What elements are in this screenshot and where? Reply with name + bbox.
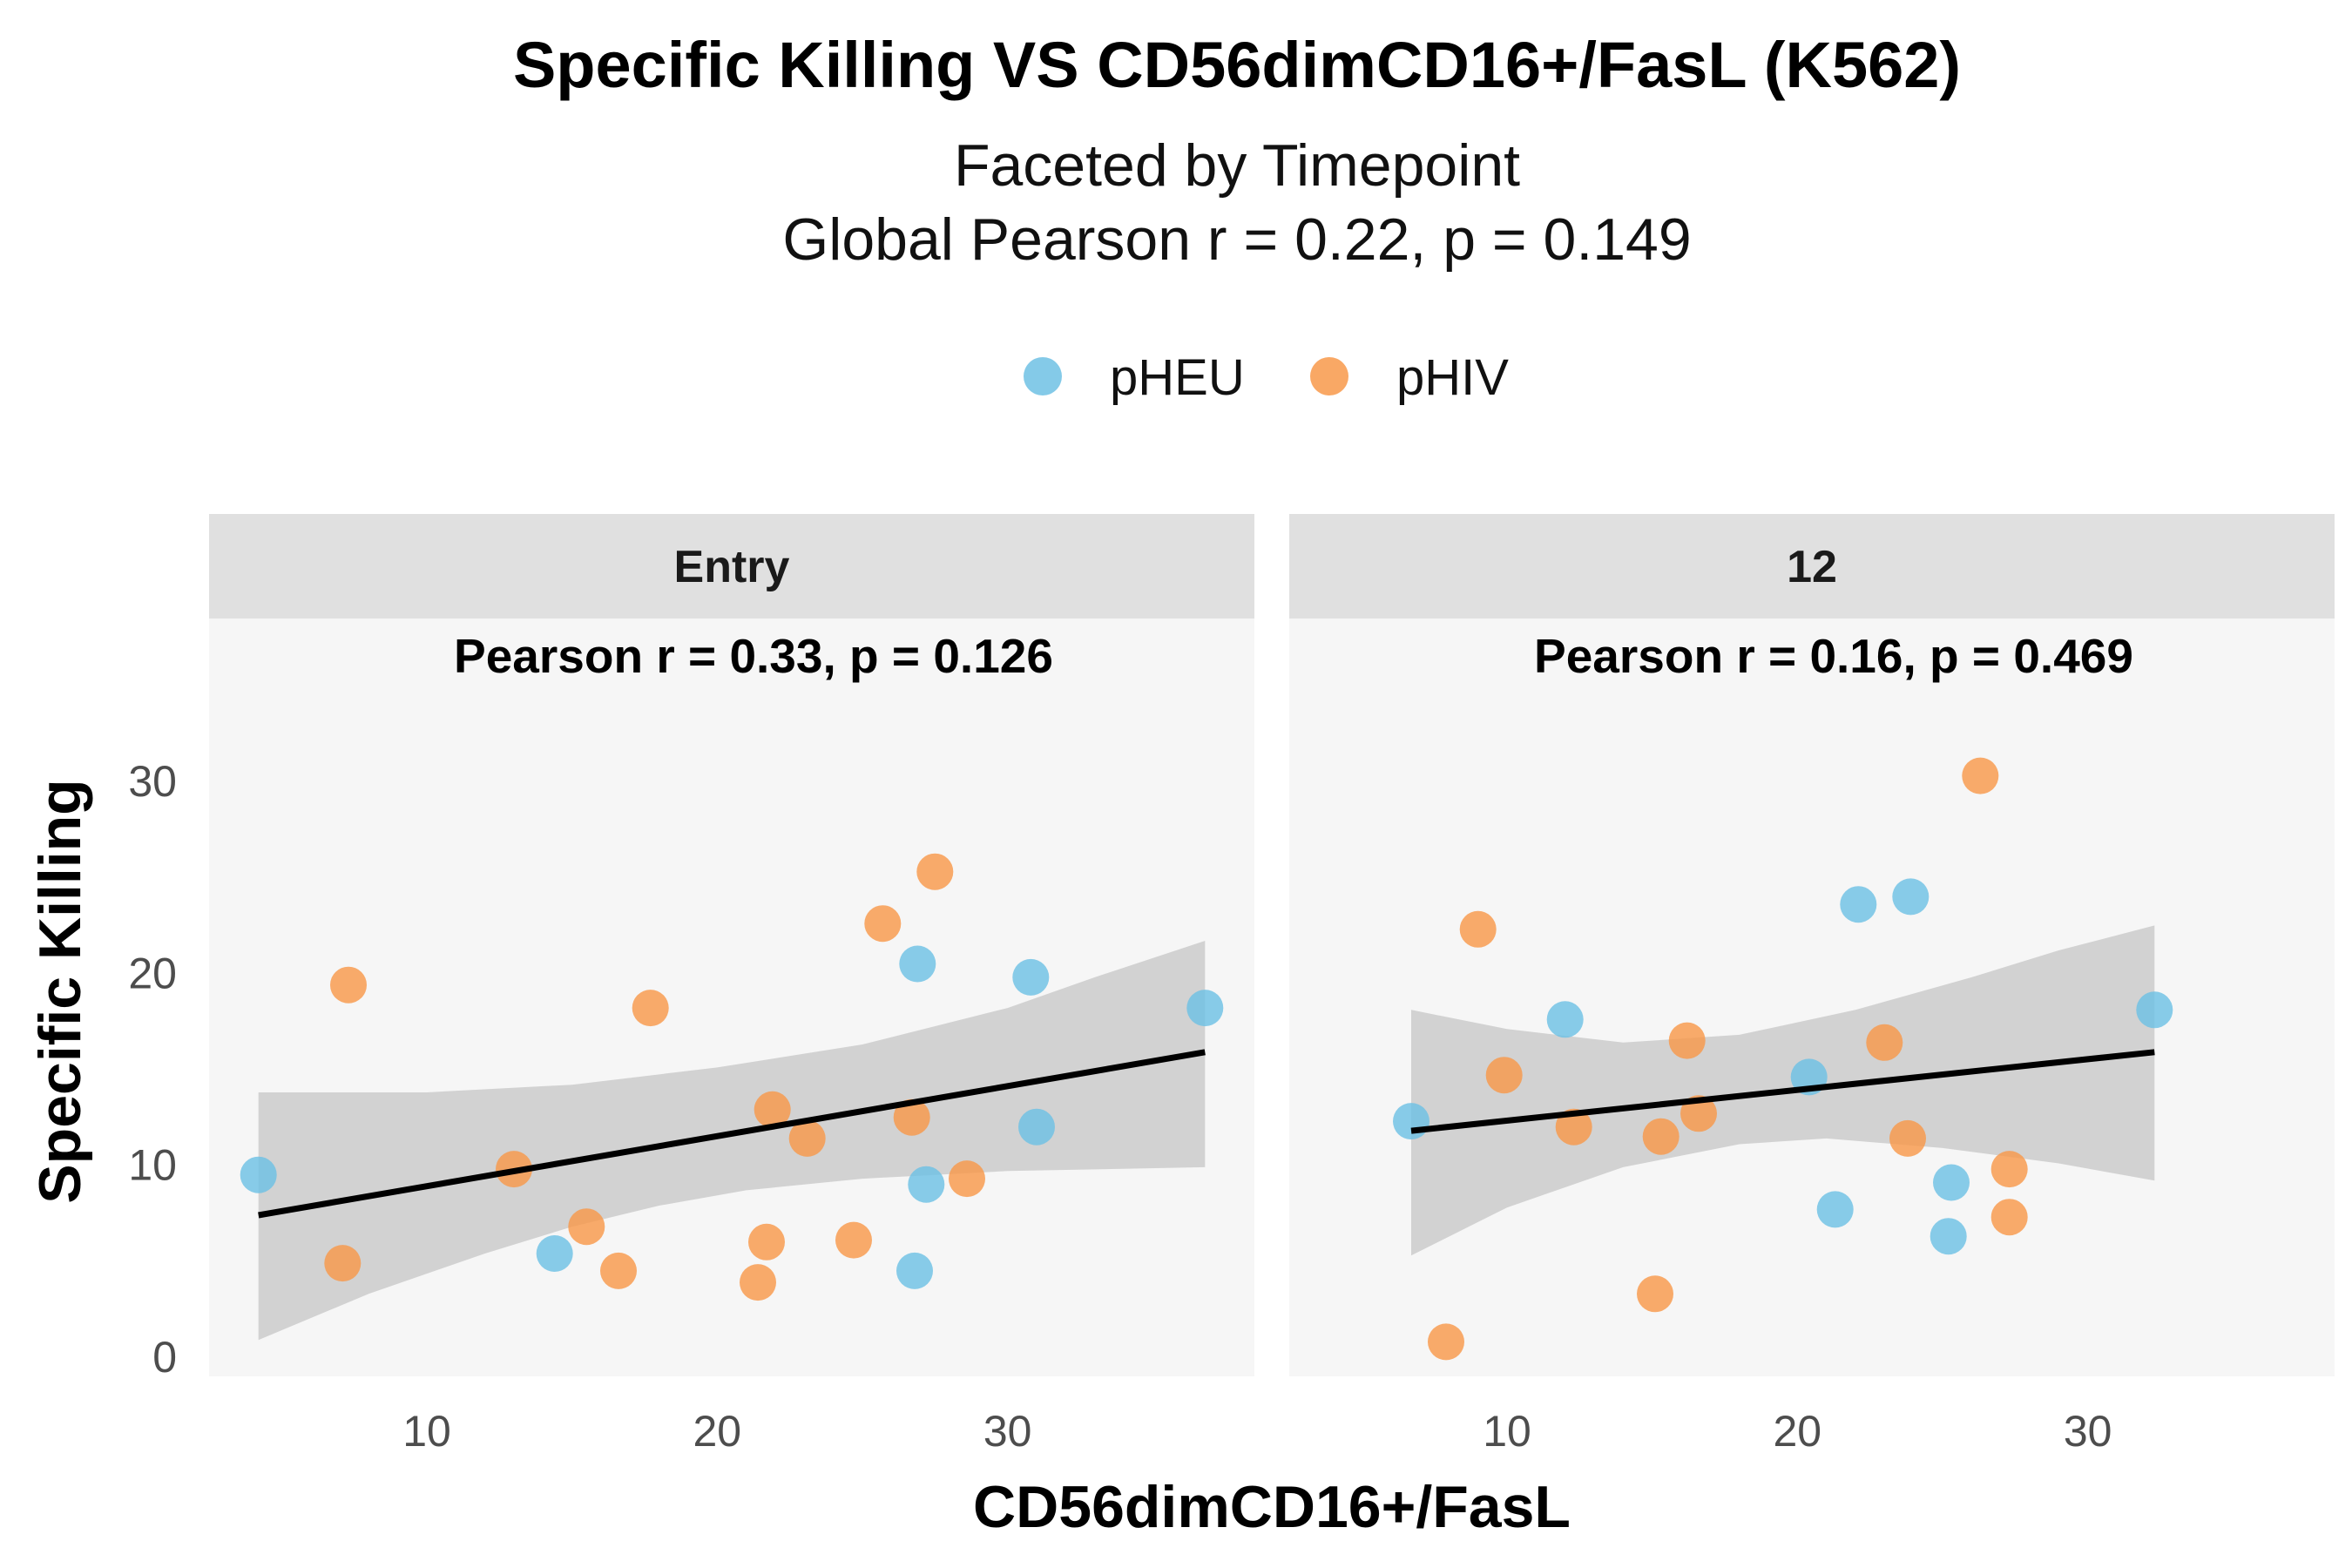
point-entry-phiv-19 — [864, 905, 902, 943]
x-tick-label-entry-30: 30 — [983, 1407, 1032, 1456]
point-entry-phiv-14 — [740, 1264, 776, 1301]
confidence-band-entry — [258, 941, 1206, 1341]
point-entry-pheu-7 — [1186, 990, 1224, 1027]
point-12-phiv-10 — [1459, 910, 1497, 948]
legend: pHEU pHIV — [1024, 349, 1509, 406]
x-tick-label-entry-20: 20 — [693, 1407, 741, 1456]
point-12-phiv-11 — [1485, 1057, 1523, 1094]
x-tick-label-12-30: 30 — [2064, 1407, 2112, 1456]
point-12-phiv-14 — [1642, 1118, 1680, 1155]
chart-subtitle-line-1: Faceted by Timepoint — [954, 132, 1520, 199]
x-axis-title: CD56dimCD16+/FasL — [973, 1474, 1571, 1540]
point-12-pheu-5 — [1892, 878, 1930, 916]
x-tick-label-12-20: 20 — [1773, 1407, 1821, 1456]
panel-plot-area-12 — [1393, 757, 2173, 1361]
point-12-pheu-1 — [1546, 1001, 1584, 1038]
point-entry-phiv-16 — [754, 1091, 791, 1128]
point-entry-phiv-12 — [600, 1252, 637, 1289]
point-entry-pheu-3 — [896, 1252, 933, 1289]
point-12-phiv-13 — [1637, 1275, 1673, 1313]
legend-swatch-phiv — [1310, 357, 1348, 395]
y-tick-label-30: 30 — [128, 757, 177, 806]
point-entry-phiv-20 — [893, 1098, 930, 1136]
facet-panel-12: 12 Pearson r = 0.16, p = 0.469 — [1289, 514, 2335, 1376]
facet-strip-label-12: 12 — [1787, 542, 1837, 592]
point-12-phiv-12 — [1555, 1108, 1592, 1146]
point-entry-pheu-1 — [536, 1235, 573, 1272]
point-entry-phiv-21 — [916, 853, 954, 890]
point-entry-pheu-4 — [908, 1166, 945, 1203]
point-entry-phiv-9 — [324, 1245, 362, 1282]
point-entry-phiv-11 — [568, 1208, 605, 1246]
point-entry-phiv-15 — [748, 1223, 785, 1260]
point-entry-phiv-8 — [330, 966, 367, 1004]
point-12-phiv-21 — [1990, 1199, 2028, 1236]
point-12-pheu-6 — [1930, 1218, 1967, 1255]
point-12-pheu-7 — [1933, 1164, 1970, 1201]
point-entry-pheu-6 — [1018, 1108, 1055, 1146]
panel-plot-area-entry — [240, 853, 1224, 1341]
x-tick-label-12-10: 10 — [1483, 1407, 1531, 1456]
regression-line-entry — [258, 1049, 1206, 1219]
x-axis-entry: 10 20 30 — [402, 1407, 1031, 1456]
y-axis-title: Specific Killing — [27, 779, 93, 1203]
point-12-phiv-19 — [1962, 757, 1999, 794]
facet-strip-label-entry: Entry — [674, 542, 790, 592]
chart-title: Specific Killing VS CD56dimCD16+/FasL (K… — [513, 29, 1961, 101]
point-12-pheu-0 — [1393, 1103, 1429, 1140]
y-axis: 0 10 20 30 — [128, 757, 177, 1382]
point-entry-pheu-2 — [899, 945, 936, 983]
point-12-phiv-20 — [1990, 1151, 2028, 1188]
legend-label-pheu: pHEU — [1110, 349, 1245, 406]
point-12-phiv-15 — [1668, 1022, 1706, 1059]
facet-annotation-12: Pearson r = 0.16, p = 0.469 — [1534, 629, 2133, 683]
point-12-pheu-4 — [1840, 886, 1877, 923]
point-12-phiv-17 — [1866, 1024, 1903, 1061]
x-tick-label-entry-10: 10 — [402, 1407, 451, 1456]
point-12-phiv-9 — [1428, 1323, 1464, 1361]
regression-line-12 — [1410, 1049, 2155, 1134]
y-tick-label-10: 10 — [128, 1141, 177, 1190]
point-entry-phiv-22 — [949, 1160, 985, 1198]
panel-background-12 — [1289, 618, 2335, 1376]
facet-panel-entry: Entry Pearson r = 0.33, p = 0.126 — [209, 514, 1254, 1376]
legend-label-phiv: pHIV — [1396, 349, 1509, 406]
chart-subtitle-line-2: Global Pearson r = 0.22, p = 0.149 — [782, 206, 1691, 273]
facet-annotation-entry: Pearson r = 0.33, p = 0.126 — [454, 629, 1053, 683]
y-tick-label-0: 0 — [152, 1333, 177, 1382]
y-tick-label-20: 20 — [128, 950, 177, 998]
point-12-pheu-3 — [1816, 1191, 1854, 1228]
x-axis-12: 10 20 30 — [1483, 1407, 2112, 1456]
legend-swatch-pheu — [1024, 357, 1062, 395]
point-entry-pheu-5 — [1012, 958, 1050, 996]
point-12-pheu-8 — [2136, 991, 2173, 1029]
point-entry-phiv-18 — [835, 1221, 872, 1259]
point-entry-pheu-0 — [240, 1156, 277, 1193]
facet-strip-entry — [209, 514, 1254, 618]
point-entry-phiv-13 — [632, 990, 669, 1027]
point-entry-phiv-17 — [788, 1119, 826, 1157]
point-12-phiv-18 — [1889, 1119, 1926, 1157]
facet-strip-12 — [1289, 514, 2335, 618]
